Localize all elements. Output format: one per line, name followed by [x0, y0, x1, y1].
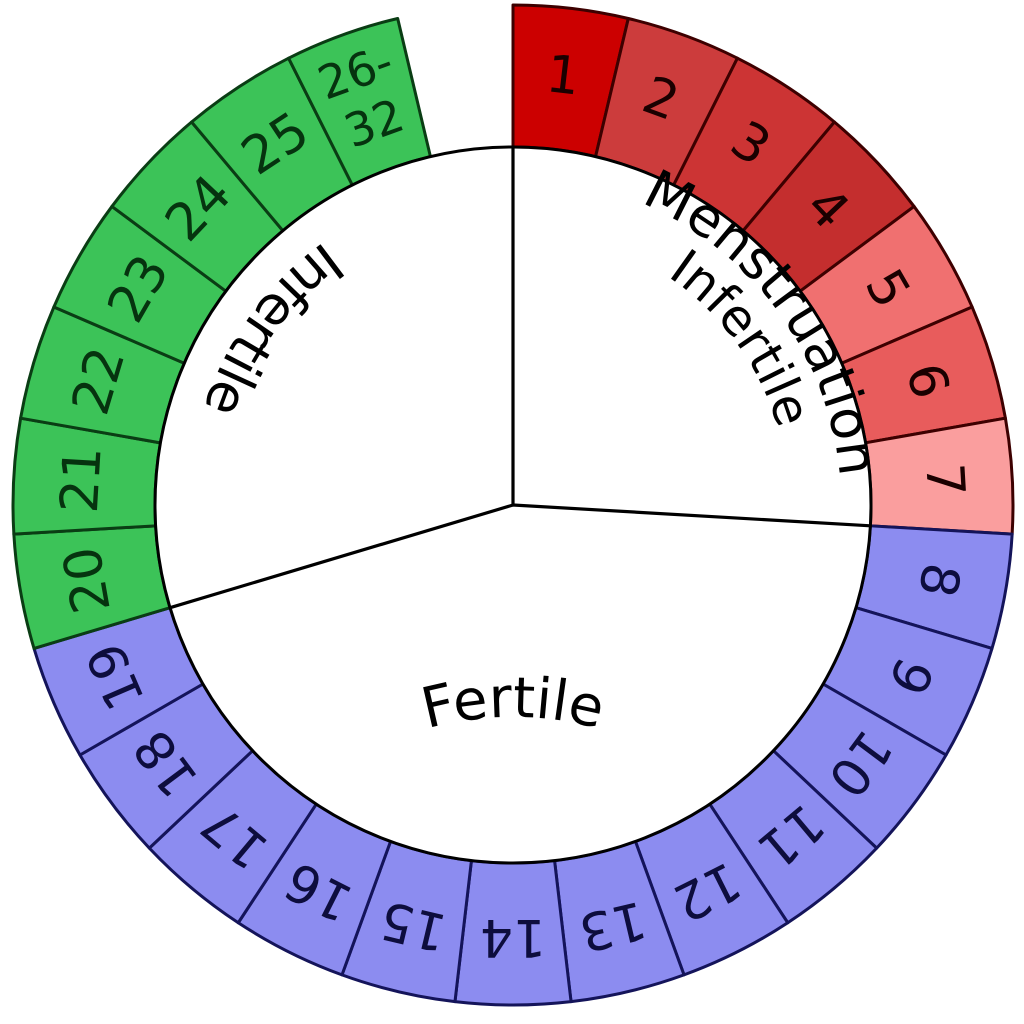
- cycle-day-segment[interactable]: 14: [453, 859, 573, 1007]
- cycle-day-segment[interactable]: 22: [19, 305, 186, 445]
- day-number-label: 15: [374, 889, 452, 963]
- day-number-label: 1: [543, 44, 583, 107]
- day-number-label: 14: [480, 907, 546, 967]
- cycle-day-segment[interactable]: 26-32: [287, 16, 432, 187]
- cycle-day-segment[interactable]: 24: [110, 120, 285, 293]
- cycle-day-segment[interactable]: 7: [864, 416, 1015, 536]
- cycle-day-segment[interactable]: 13: [553, 839, 686, 1004]
- phase-divider-line: [511, 503, 873, 528]
- cycle-day-segment[interactable]: 2: [594, 16, 739, 187]
- day-number-label: 7: [913, 462, 975, 499]
- day-number-label: 21: [50, 445, 114, 515]
- cycle-day-segment[interactable]: 16: [236, 802, 393, 977]
- cycle-day-segment[interactable]: 11: [708, 749, 879, 925]
- phase-divider-line: [168, 503, 515, 610]
- cycle-day-segment[interactable]: 10: [771, 682, 948, 850]
- cycle-day-segment[interactable]: 17: [147, 749, 318, 925]
- segments-layer: 1 234567891011121314151617181920212223242…: [11, 3, 1015, 1007]
- day-number-label: 13: [574, 889, 652, 963]
- cycle-day-segment[interactable]: 19: [32, 606, 205, 757]
- phase-dividers: [153, 145, 873, 865]
- day-number-label: 20: [52, 542, 123, 618]
